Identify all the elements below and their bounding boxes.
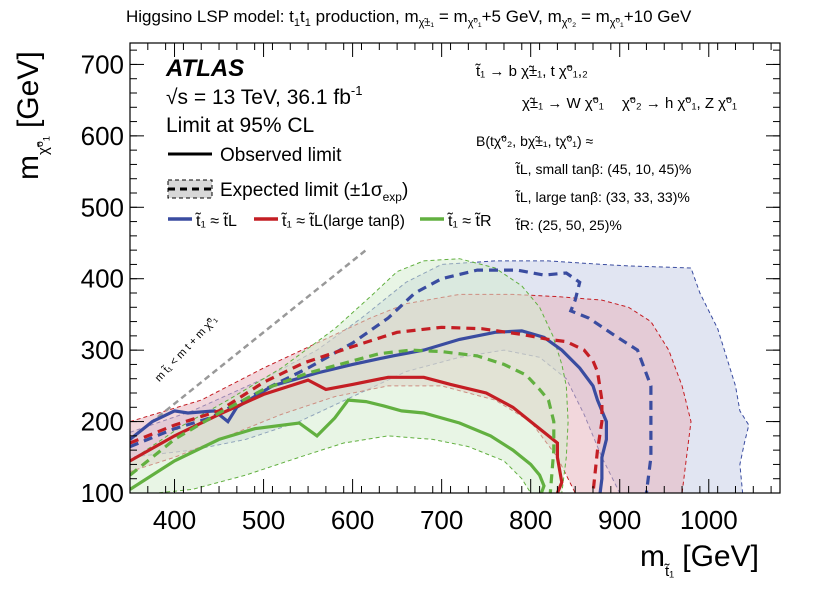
decay-line-3: B(tχ̃⁰₂, bχ̃±₁, tχ̃⁰₁) ≈ <box>476 133 594 149</box>
expected-bands <box>130 258 750 493</box>
decay-line-6: t̃R: (25, 50, 25)% <box>515 217 622 233</box>
plot-area: m t̃₁ < m t + m χ̃⁰₁ <box>130 249 750 493</box>
y-tick-label: 300 <box>81 335 124 365</box>
legend-observed-label: Observed limit <box>220 145 342 166</box>
energy-lumi-label: √s = 13 TeV, 36.1 fb-1 <box>166 83 362 109</box>
x-tick-label: 700 <box>420 505 463 535</box>
limit-label: Limit at 95% CL <box>166 114 314 137</box>
y-tick-label: 600 <box>81 121 124 151</box>
legend-series-3-label: t̃₁ ≈ t̃R <box>446 211 491 230</box>
y-axis-label: mχ̃⁰₁[GeV] <box>12 51 52 180</box>
y-tick-label: 500 <box>81 192 124 222</box>
decay-line-5: t̃L, large tanβ: (33, 33, 33)% <box>515 189 690 205</box>
limit-curves <box>130 268 653 493</box>
expected-limit-series-3 <box>130 348 556 493</box>
y-tick-label: 700 <box>81 49 124 79</box>
legend-series-1-label: t̃₁ ≈ t̃L <box>194 211 237 230</box>
x-axis-ticks: 400 500 600 700 800 900 1000 <box>129 43 772 535</box>
experiment-label: ATLAS <box>165 55 244 82</box>
x-axis-label: mt̃₁ [GeV] <box>640 540 759 580</box>
decay-line-2a: χ̃±₁ → W χ̃⁰₁ <box>522 95 604 112</box>
y-tick-label: 200 <box>81 407 124 437</box>
x-tick-label: 400 <box>153 505 196 535</box>
x-tick-label: 600 <box>331 505 374 535</box>
y-tick-label: 100 <box>81 478 124 508</box>
chart-title: Higgsino LSP model: t1t1 production, mχ̃… <box>126 7 692 29</box>
x-tick-label: 800 <box>509 505 552 535</box>
decay-line-1: t̃₁ → b χ̃±₁, t χ̃⁰₁,₂ <box>474 63 588 80</box>
x-tick-label: 900 <box>598 505 641 535</box>
decay-line-4: t̃L, small tanβ: (45, 10, 45)% <box>515 161 692 177</box>
kinematic-boundary-label: m t̃₁ < m t + m χ̃⁰₁ <box>152 313 220 384</box>
y-tick-label: 400 <box>81 264 124 294</box>
observed-limit-series-2 <box>130 375 564 493</box>
y-axis-ticks: 100 200 300 400 500 600 700 <box>81 49 780 508</box>
legend-expected-label: Expected limit (±1σexp) <box>220 180 408 204</box>
expected-limit-series-1 <box>130 268 653 493</box>
x-tick-label: 1000 <box>680 505 738 535</box>
observed-limit-series-3 <box>130 398 546 493</box>
decay-line-2b: χ̃⁰₂ → h χ̃⁰₁, Z χ̃⁰₁ <box>622 95 737 112</box>
expected-band-series-3 <box>130 258 569 493</box>
legend-series-2-label: t̃₁ ≈ t̃L(large tanβ) <box>280 211 405 230</box>
plot-frame <box>129 42 781 494</box>
x-tick-label: 500 <box>242 505 285 535</box>
